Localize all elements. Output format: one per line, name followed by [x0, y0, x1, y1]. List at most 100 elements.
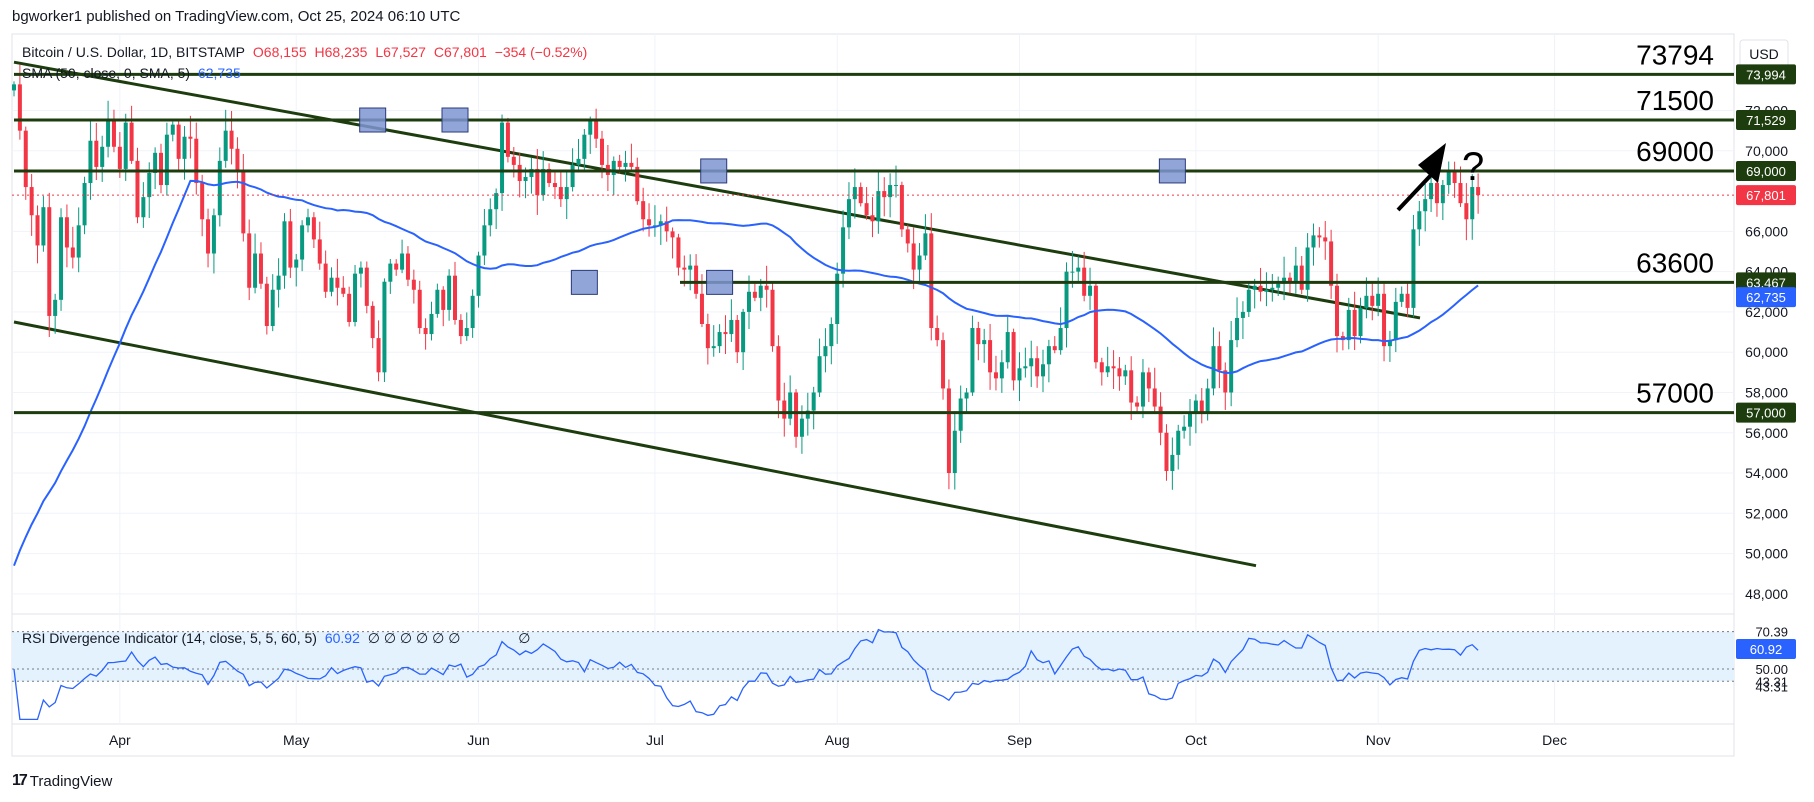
candle-body [664, 221, 669, 232]
candle-body [276, 275, 281, 290]
rsi-axis-tag [1736, 638, 1796, 659]
candle-body [723, 332, 728, 335]
tradingview-brand-label: TradingView [29, 772, 113, 790]
candle-body [464, 328, 469, 337]
rsi-label[interactable]: RSI Divergence Indicator (14, close, 5, … [22, 630, 317, 646]
candle-body [1146, 372, 1151, 389]
candle-body [1005, 332, 1010, 363]
candle-body [682, 267, 687, 270]
y-tick-label: 60,000 [1745, 344, 1788, 360]
candle-body [1052, 346, 1057, 351]
candle-body [12, 84, 16, 91]
candle-body [1299, 265, 1304, 290]
candle-body [576, 158, 581, 165]
candle-body [976, 328, 981, 345]
publisher-line: bgworker1 published on TradingView.com, … [12, 8, 461, 25]
price-axis-tag [1736, 287, 1796, 308]
candle-body [270, 289, 275, 327]
y-tick-label: 48,000 [1745, 586, 1788, 602]
open-value: O68,155 [252, 44, 307, 60]
candle-body [247, 233, 252, 288]
sma-label[interactable]: SMA (50, close, 0, SMA, 5) [22, 65, 191, 81]
candle-body [458, 319, 463, 337]
candle-body [1464, 203, 1469, 220]
candle-body [64, 217, 69, 248]
candle-body [17, 84, 22, 131]
touch-marker [570, 269, 598, 295]
candle-body [1411, 229, 1416, 308]
candle-body [300, 225, 305, 260]
symbol-label[interactable]: Bitcoin / U.S. Dollar, 1D, BITSTAMP [22, 44, 246, 60]
candle-body [429, 313, 434, 335]
candle-body [894, 185, 898, 187]
level-axis-label: 71,529 [1746, 113, 1786, 128]
x-tick-label: Aug [825, 732, 850, 748]
candle-body [164, 134, 169, 186]
candle-body [547, 168, 552, 184]
candle-body [206, 219, 211, 254]
rsi-band [12, 631, 1734, 682]
candle-body [1352, 309, 1357, 337]
candle-body [1346, 309, 1351, 341]
candle-body [982, 340, 987, 345]
candle-body [235, 148, 240, 171]
candle-body [788, 392, 793, 419]
x-tick-label: Apr [109, 732, 131, 748]
candle-body [570, 164, 575, 188]
rsi-flag-last: ∅ [518, 630, 531, 646]
candle-body [258, 253, 263, 284]
price-axis-tag [1736, 185, 1796, 206]
candle-body [1199, 400, 1204, 413]
close-value: C67,801 [433, 44, 487, 60]
level-axis-tag [1736, 160, 1796, 181]
candle-body [153, 152, 158, 173]
candle-body [253, 253, 258, 288]
candle-body [1370, 295, 1375, 306]
candle-body [223, 130, 228, 161]
candle-body [476, 255, 481, 296]
x-tick-label: Dec [1542, 732, 1567, 748]
candle-body [752, 291, 757, 298]
candle-body [147, 172, 152, 198]
tradingview-brand[interactable]: 17 TradingView [12, 772, 112, 790]
candle-body [1140, 372, 1145, 407]
candle-body [1070, 271, 1075, 273]
candle-body [1423, 199, 1428, 212]
candle-body [764, 285, 769, 290]
question-mark-annotation: ? [1462, 145, 1484, 189]
candle-body [1393, 301, 1398, 341]
candle-body [588, 120, 593, 135]
candle-body [1217, 346, 1222, 371]
touch-marker [706, 269, 734, 295]
candle-body [182, 136, 187, 159]
candle-body [658, 221, 663, 226]
ohlc-legend: Bitcoin / U.S. Dollar, 1D, BITSTAMP O68,… [22, 44, 591, 60]
candle-body [1440, 185, 1445, 204]
time-axis[interactable]: Apr May Jun Jul Aug Sep Oct Nov Dec [109, 732, 1567, 748]
candle-body [211, 215, 216, 254]
candle-body [1452, 170, 1457, 184]
touch-marker [1158, 158, 1186, 184]
candle-body [558, 187, 563, 200]
candle-body [1229, 340, 1234, 393]
x-tick-label: Sep [1007, 732, 1032, 748]
candle-body [993, 372, 998, 379]
price-axis[interactable]: 72,00070,00066,00064,00062,00060,00058,0… [1736, 64, 1796, 694]
y-tick-label: 52,000 [1745, 505, 1788, 521]
candle-body [1382, 293, 1387, 347]
x-tick-label: Oct [1185, 732, 1207, 748]
candle-body [194, 138, 199, 184]
candle-body [1429, 183, 1434, 200]
candle-body [1105, 366, 1110, 373]
candle-body [488, 209, 493, 226]
trend-channel [13, 60, 1421, 568]
candle-body [794, 392, 799, 437]
candle-body [1152, 388, 1157, 407]
candle-body [735, 319, 740, 353]
candle-body [1011, 332, 1016, 381]
candle-body [59, 217, 64, 300]
level-axis-label: 69,000 [1746, 164, 1786, 179]
candle-body [699, 293, 704, 324]
candle-body [870, 215, 875, 222]
